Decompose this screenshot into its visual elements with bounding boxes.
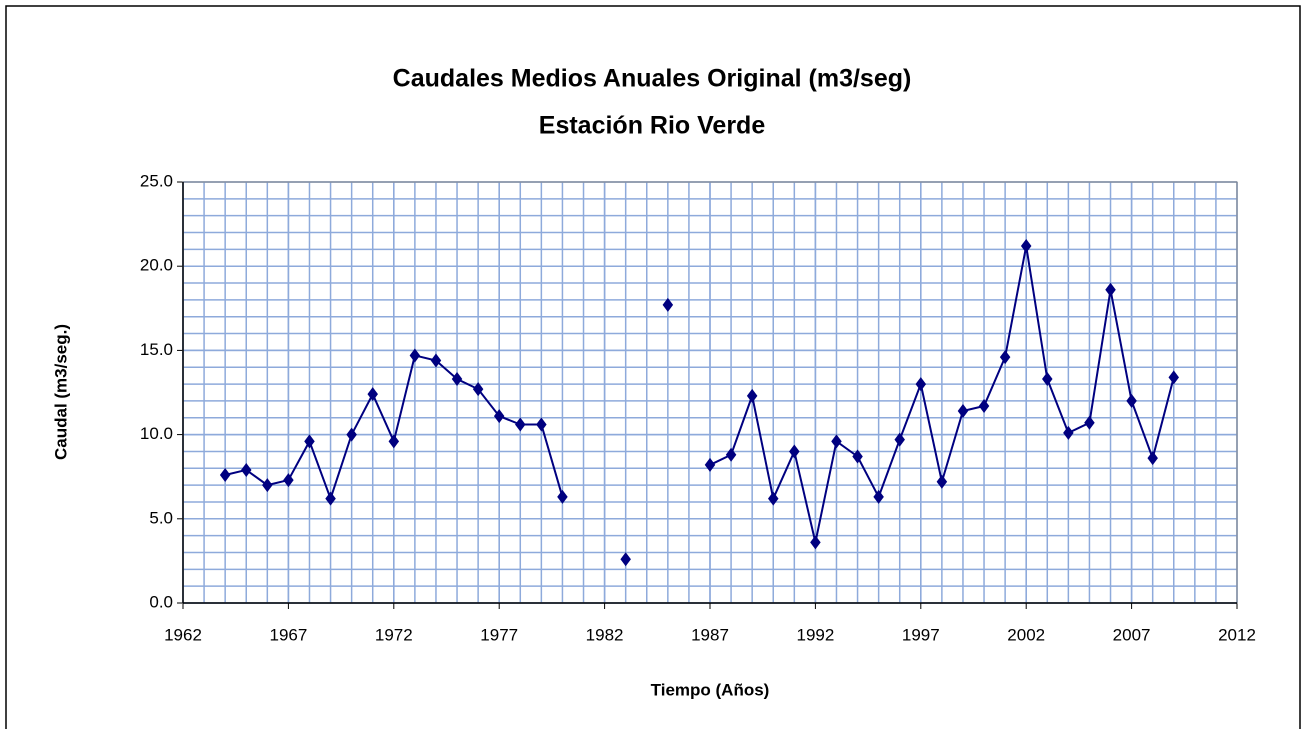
data-marker xyxy=(1168,370,1180,385)
chart-subtitle: Estación Rio Verde xyxy=(539,112,766,140)
data-marker xyxy=(1147,451,1158,466)
x-tick-label: 1962 xyxy=(164,625,202,644)
y-tick-label: 0.0 xyxy=(149,592,173,611)
data-marker xyxy=(367,387,378,402)
x-tick-label: 1987 xyxy=(691,625,729,644)
data-marker xyxy=(515,417,526,432)
x-tick-label: 1967 xyxy=(269,625,307,644)
data-marker xyxy=(1063,425,1074,440)
data-marker xyxy=(789,444,800,459)
x-tick-label: 1972 xyxy=(375,625,413,644)
data-marker xyxy=(767,491,779,506)
data-marker xyxy=(536,417,547,432)
data-marker xyxy=(325,491,336,506)
x-axis-label: Tiempo (Años) xyxy=(651,680,770,699)
data-marker xyxy=(810,535,821,550)
data-marker xyxy=(894,432,905,447)
y-tick-label: 15.0 xyxy=(140,340,173,359)
x-tick-label: 1977 xyxy=(480,625,518,644)
y-axis-label: Caudal (m3/seg.) xyxy=(51,324,70,460)
x-tick-label: 2002 xyxy=(1007,625,1045,644)
chart-title: Caudales Medios Anuales Original (m3/seg… xyxy=(393,65,912,93)
data-marker xyxy=(430,353,442,368)
data-marker xyxy=(409,348,421,363)
data-marker xyxy=(662,297,674,312)
data-marker xyxy=(704,457,716,472)
data-marker xyxy=(493,409,505,424)
data-marker xyxy=(1126,393,1137,408)
data-marker xyxy=(557,489,568,504)
data-marker xyxy=(451,372,463,387)
data-marker xyxy=(388,434,400,449)
data-marker xyxy=(831,434,842,449)
y-tick-label: 25.0 xyxy=(140,171,173,190)
data-marker xyxy=(472,382,484,397)
y-tick-label: 20.0 xyxy=(140,256,173,275)
data-marker xyxy=(1105,282,1116,297)
data-marker xyxy=(346,427,357,442)
x-tick-label: 1982 xyxy=(586,625,624,644)
x-tick-label: 2007 xyxy=(1113,625,1151,644)
data-marker xyxy=(978,398,990,413)
data-marker xyxy=(1020,238,1032,253)
data-marker xyxy=(852,449,863,464)
data-marker xyxy=(304,434,315,449)
data-marker xyxy=(620,552,631,567)
y-tick-label: 5.0 xyxy=(149,508,173,527)
data-marker xyxy=(957,404,969,419)
data-marker xyxy=(1042,372,1053,387)
x-tick-label: 1992 xyxy=(796,625,834,644)
data-marker xyxy=(746,388,758,403)
data-marker xyxy=(219,468,231,483)
x-tick-label: 1997 xyxy=(902,625,940,644)
data-marker xyxy=(262,478,273,493)
y-tick-label: 10.0 xyxy=(140,424,173,443)
data-marker xyxy=(873,489,884,504)
data-marker xyxy=(240,462,252,477)
data-marker xyxy=(936,474,948,489)
data-marker xyxy=(283,473,294,488)
data-marker xyxy=(1084,415,1095,430)
x-tick-label: 2012 xyxy=(1218,625,1256,644)
data-marker xyxy=(915,377,927,392)
data-marker xyxy=(999,350,1011,365)
data-marker xyxy=(725,447,737,462)
